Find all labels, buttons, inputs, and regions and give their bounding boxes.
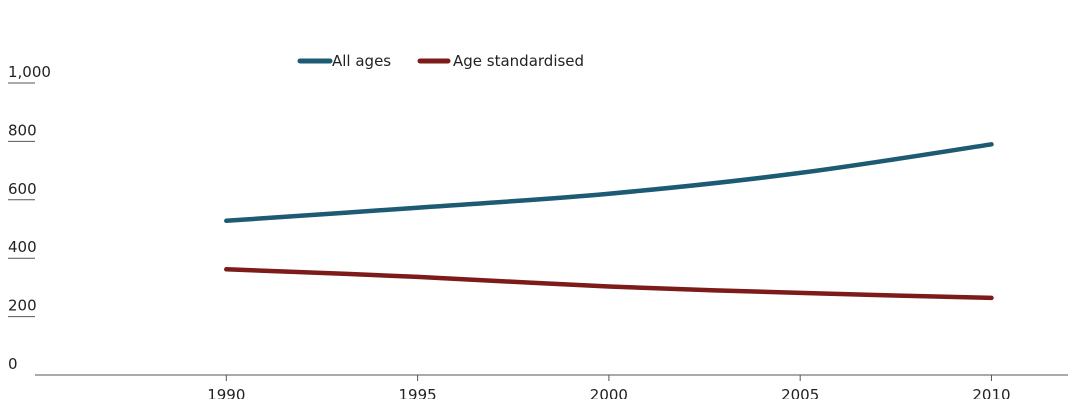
y-axis: 0 200 400 600 800 1,000 xyxy=(8,63,51,373)
y-tick-label: 600 xyxy=(8,180,37,198)
x-tick-label: 2000 xyxy=(590,386,628,399)
x-tick-label: 2005 xyxy=(781,386,819,399)
x-tick-label: 1995 xyxy=(398,386,436,399)
series-line-1 xyxy=(224,267,994,301)
y-tick-label: 0 xyxy=(8,355,18,373)
legend-label: All ages xyxy=(332,52,391,70)
y-tick-label: 400 xyxy=(8,238,37,256)
legend-label: Age standardised xyxy=(453,52,584,70)
legend: All ages Age standardised xyxy=(297,52,584,70)
y-tick-label: 1,000 xyxy=(8,63,51,81)
series-lines xyxy=(224,142,994,301)
y-tick-label: 800 xyxy=(8,121,37,139)
x-axis: 1990 1995 2000 2005 2010 xyxy=(35,374,1068,399)
x-tick-label: 2010 xyxy=(972,386,1010,399)
y-tick-label: 200 xyxy=(8,297,37,315)
series-line-0 xyxy=(224,142,994,224)
x-tick-label: 1990 xyxy=(207,386,245,399)
